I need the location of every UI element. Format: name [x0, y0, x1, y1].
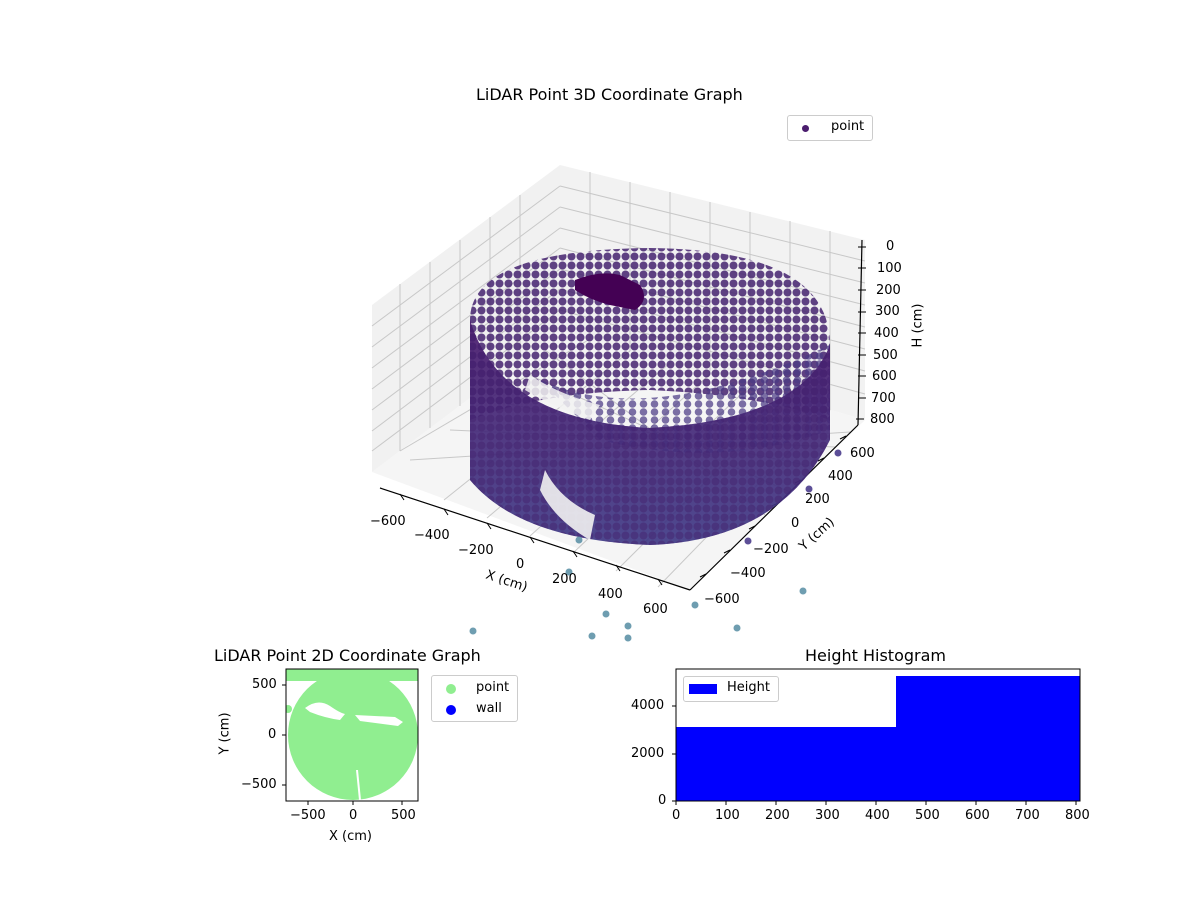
- y-axis-line: [689, 424, 859, 591]
- x3d-tick: 400: [598, 587, 623, 602]
- hist-x-tick: 800: [1065, 808, 1090, 823]
- z3d-tick: 500: [873, 348, 898, 363]
- histogram-legend: Height: [683, 676, 779, 702]
- plot2d-legend: point wall: [431, 675, 518, 722]
- hist-x-tick: 300: [815, 808, 840, 823]
- hist-x-tick: 500: [915, 808, 940, 823]
- hist-x-tick: 100: [715, 808, 740, 823]
- y3d-tick: −600: [704, 592, 740, 607]
- z3d-tick: 100: [877, 261, 902, 276]
- legend-wall-marker-icon: [446, 705, 456, 715]
- x3d-tick: −400: [414, 528, 450, 543]
- z3d-tick: 300: [875, 304, 900, 319]
- z3d-tick: 600: [872, 369, 897, 384]
- z3d-tick: 200: [876, 283, 901, 298]
- x3d-tick: −200: [458, 543, 494, 558]
- legend-point-label: point: [831, 119, 865, 134]
- hist-x-tick: 0: [672, 808, 681, 823]
- legend-height-label: Height: [727, 680, 770, 695]
- y3d-tick: 600: [850, 446, 875, 461]
- x3d-tick: 600: [643, 602, 668, 617]
- histogram-frame: [675, 668, 1081, 802]
- y3d-tick: −400: [730, 566, 766, 581]
- legend-wall-label: wall: [476, 701, 502, 716]
- y3d-tick: −200: [753, 542, 789, 557]
- y2d-tick: 500: [252, 677, 277, 692]
- legend-point-marker-icon: [446, 684, 456, 694]
- hist-x-tick: 700: [1015, 808, 1040, 823]
- cylinder-back-wall: [470, 248, 830, 420]
- x3d-tick: −600: [370, 514, 406, 529]
- histogram-bar: [676, 727, 896, 801]
- x2d-tick: 500: [391, 808, 416, 823]
- y3d-tick: 400: [828, 469, 853, 484]
- x2d-tick: −500: [290, 808, 326, 823]
- legend-point-label: point: [476, 680, 510, 695]
- plot2d-title: LiDAR Point 2D Coordinate Graph: [214, 646, 481, 665]
- x2d-tick: 0: [349, 808, 358, 823]
- hist-x-tick: 400: [865, 808, 890, 823]
- x3d-tick: 200: [552, 572, 577, 587]
- x3d-tick: 0: [516, 557, 525, 572]
- hist-y-tick: 2000: [631, 746, 665, 761]
- z3d-tick: 800: [870, 412, 895, 427]
- z3d-tick: 400: [874, 326, 899, 341]
- hist-x-tick: 200: [765, 808, 790, 823]
- plot3d-legend: point: [787, 115, 873, 141]
- outlier-points: [469, 536, 807, 642]
- y3d-tick: 0: [791, 516, 800, 531]
- hist-y-tick: 4000: [631, 698, 665, 713]
- plot3d-title: LiDAR Point 3D Coordinate Graph: [476, 85, 743, 104]
- legend-height-swatch-icon: [689, 684, 717, 694]
- y3d-tick: 200: [805, 492, 830, 507]
- z3d-tick: 700: [871, 391, 896, 406]
- x2d-axis-label: X (cm): [329, 829, 372, 844]
- hist-y-tick: 0: [658, 793, 667, 808]
- z3d-tick: 0: [886, 239, 895, 254]
- y2d-tick: −500: [241, 777, 277, 792]
- histogram-bar: [896, 676, 1080, 801]
- legend-point-marker-icon: [802, 125, 809, 132]
- hist-x-tick: 600: [965, 808, 990, 823]
- y2d-tick: 0: [268, 727, 277, 742]
- x-axis-line: [379, 487, 691, 591]
- histogram-title: Height Histogram: [805, 646, 946, 665]
